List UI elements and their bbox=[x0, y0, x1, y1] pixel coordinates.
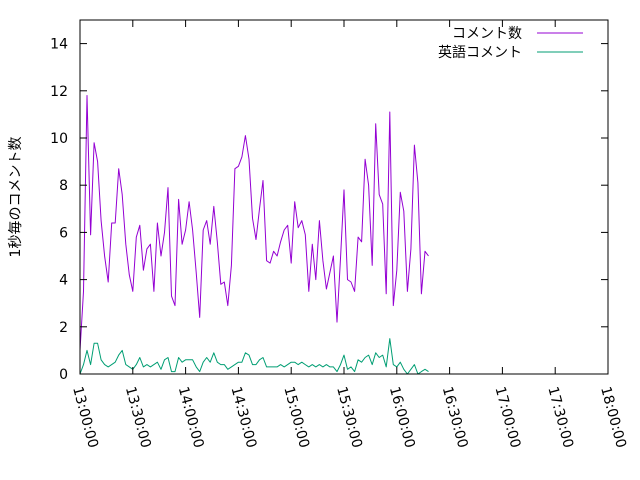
y-tick-label: 14 bbox=[50, 37, 68, 53]
y-tick-label: 0 bbox=[59, 367, 68, 383]
y-tick-label: 4 bbox=[59, 273, 68, 289]
y-tick-label: 2 bbox=[59, 320, 68, 336]
y-axis-title: 1秒毎のコメント数 bbox=[8, 137, 24, 258]
legend-label-2: 英語コメント bbox=[438, 44, 522, 61]
y-tick-label: 8 bbox=[59, 178, 68, 194]
y-tick-label: 6 bbox=[59, 225, 68, 241]
series-line-1 bbox=[79, 95, 429, 351]
series-line-2 bbox=[79, 338, 429, 375]
y-tick-label: 10 bbox=[50, 131, 68, 147]
legend-label-1: コメント数 bbox=[452, 26, 522, 42]
y-tick-label: 12 bbox=[50, 84, 68, 100]
series-layer bbox=[79, 95, 429, 375]
